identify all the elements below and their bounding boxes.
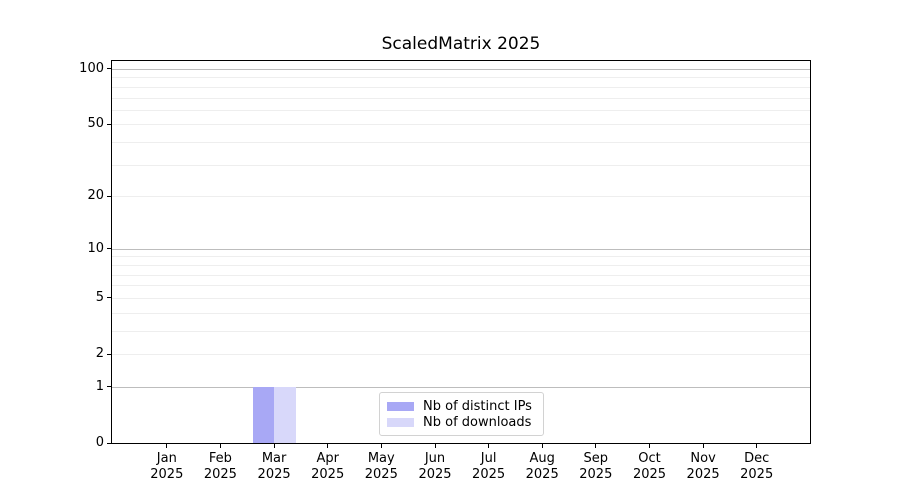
bar-nb-of-distinct-ips <box>252 386 275 443</box>
minor-gridline <box>112 297 810 299</box>
legend-item: Nb of distinct IPs <box>387 398 535 414</box>
y-tick-mark <box>107 297 111 299</box>
minor-gridline <box>112 109 810 111</box>
y-tick-label: 2 <box>95 346 104 361</box>
y-tick-mark <box>107 123 111 125</box>
x-tick-mark <box>166 444 168 448</box>
minor-gridline <box>112 330 810 332</box>
y-tick-mark <box>107 195 111 197</box>
x-tick-mark <box>488 444 490 448</box>
x-tick-label: Nov 2025 <box>686 451 720 482</box>
chart-title: ScaledMatrix 2025 <box>381 34 541 54</box>
x-tick-label: Sep 2025 <box>579 451 613 482</box>
x-tick-mark <box>756 444 758 448</box>
y-tick-mark <box>107 386 111 388</box>
legend: Nb of distinct IPs Nb of downloads <box>379 392 544 436</box>
x-tick-mark <box>595 444 597 448</box>
x-tick-label: Jan 2025 <box>150 451 184 482</box>
y-tick-mark <box>107 442 111 444</box>
y-tick-label: 5 <box>95 289 104 305</box>
legend-item: Nb of downloads <box>387 414 535 430</box>
x-tick-mark <box>434 444 436 448</box>
minor-gridline <box>112 264 810 266</box>
x-tick-label: Feb 2025 <box>203 451 237 482</box>
x-tick-mark <box>273 444 275 448</box>
x-tick-label: May 2025 <box>364 451 398 482</box>
y-tick-mark <box>107 248 111 250</box>
legend-item-label: Nb of downloads <box>423 414 532 430</box>
x-tick-label: Apr 2025 <box>311 451 345 482</box>
x-tick-label: Oct 2025 <box>632 451 667 482</box>
minor-gridline <box>112 256 810 258</box>
minor-gridline <box>112 77 810 79</box>
y-tick-label: 10 <box>87 240 104 256</box>
bar-nb-of-downloads <box>274 386 296 443</box>
plot-area: Nb of distinct IPs Nb of downloads <box>111 60 811 444</box>
minor-gridline <box>112 164 810 166</box>
x-tick-label: Aug 2025 <box>525 451 559 482</box>
minor-gridline <box>112 86 810 88</box>
x-tick-label: Dec 2025 <box>740 451 774 482</box>
minor-gridline <box>112 97 810 99</box>
x-tick-label: Jul 2025 <box>472 451 506 482</box>
y-tick-label: 20 <box>87 188 104 204</box>
x-tick-label: Jun 2025 <box>418 451 452 482</box>
x-tick-mark <box>702 444 704 448</box>
x-tick-label: Mar 2025 <box>257 451 291 482</box>
x-tick-mark <box>327 444 329 448</box>
y-tick-label: 100 <box>79 60 104 76</box>
y-tick-label: 0 <box>95 435 104 450</box>
major-gridline <box>112 248 810 250</box>
major-gridline <box>112 68 810 70</box>
legend-item-label: Nb of distinct IPs <box>423 398 532 414</box>
y-tick-mark <box>107 353 111 355</box>
y-tick-mark <box>107 68 111 70</box>
minor-gridline <box>112 274 810 276</box>
x-tick-mark <box>541 444 543 448</box>
minor-gridline <box>112 285 810 287</box>
y-tick-label: 1 <box>95 378 104 394</box>
legend-color-swatch <box>387 417 414 427</box>
minor-gridline <box>112 354 810 355</box>
minor-gridline <box>112 142 810 143</box>
minor-gridline <box>112 124 810 126</box>
x-tick-mark <box>380 444 382 448</box>
x-tick-mark <box>219 444 221 448</box>
minor-gridline <box>112 196 810 198</box>
legend-color-swatch <box>387 401 414 411</box>
minor-gridline <box>112 312 810 314</box>
y-tick-label: 50 <box>87 116 104 132</box>
x-tick-mark <box>649 444 650 448</box>
major-gridline <box>112 386 810 388</box>
